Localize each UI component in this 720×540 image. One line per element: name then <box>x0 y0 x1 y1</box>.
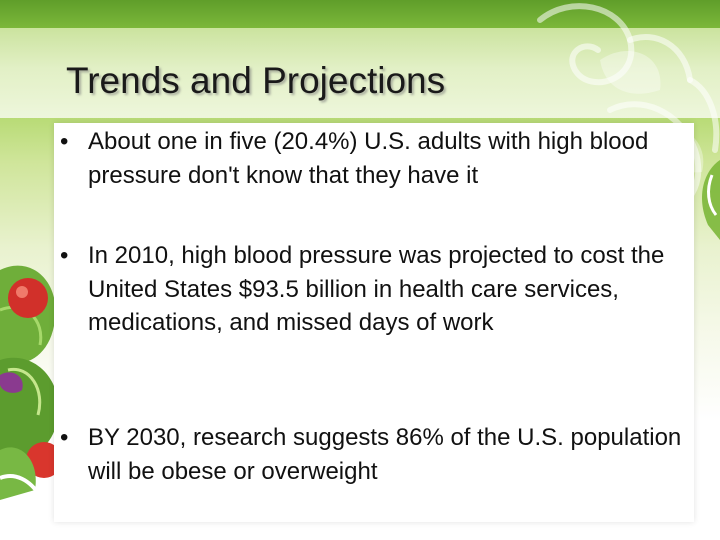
slide-title: Trends and Projections <box>66 60 446 101</box>
top-green-strip <box>0 0 720 28</box>
bullet-dot-icon: • <box>60 424 69 451</box>
salad-image <box>0 265 62 500</box>
bullet-dot-icon: • <box>60 128 69 155</box>
bullet-item: • In 2010, high blood pressure was proje… <box>60 239 682 340</box>
bullet-item: • About one in five (20.4%) U.S. adults … <box>60 125 682 192</box>
bullet-text: BY 2030, research suggests 86% of the U.… <box>88 424 682 485</box>
bullet-dot-icon: • <box>60 242 69 269</box>
header-band <box>0 28 720 118</box>
bullet-item: • BY 2030, research suggests 86% of the … <box>60 421 682 488</box>
bullet-text: In 2010, high blood pressure was project… <box>88 242 665 336</box>
content-box: • About one in five (20.4%) U.S. adults … <box>54 123 694 522</box>
bullet-text: About one in five (20.4%) U.S. adults wi… <box>88 128 649 189</box>
